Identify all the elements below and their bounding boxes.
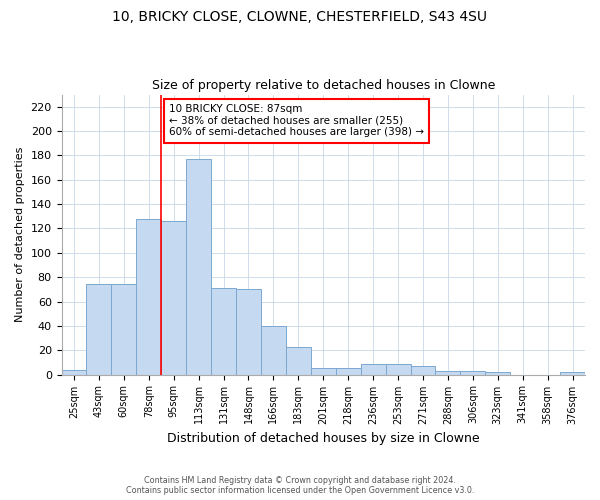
Bar [286,346,311,374]
Bar [311,368,336,374]
Bar [112,284,136,374]
Bar [136,218,161,374]
Bar [361,364,386,374]
Bar [436,371,460,374]
Bar [410,366,436,374]
Text: Contains HM Land Registry data © Crown copyright and database right 2024.
Contai: Contains HM Land Registry data © Crown c… [126,476,474,495]
Bar [336,368,361,374]
Bar [386,364,410,374]
Bar [186,159,211,374]
Bar [86,284,112,374]
Bar [211,288,236,374]
Bar [485,372,510,374]
Text: 10, BRICKY CLOSE, CLOWNE, CHESTERFIELD, S43 4SU: 10, BRICKY CLOSE, CLOWNE, CHESTERFIELD, … [113,10,487,24]
Bar [560,372,585,374]
Text: 10 BRICKY CLOSE: 87sqm
← 38% of detached houses are smaller (255)
60% of semi-de: 10 BRICKY CLOSE: 87sqm ← 38% of detached… [169,104,424,138]
X-axis label: Distribution of detached houses by size in Clowne: Distribution of detached houses by size … [167,432,479,445]
Y-axis label: Number of detached properties: Number of detached properties [15,147,25,322]
Bar [261,326,286,374]
Title: Size of property relative to detached houses in Clowne: Size of property relative to detached ho… [152,79,495,92]
Bar [161,221,186,374]
Bar [460,371,485,374]
Bar [236,290,261,374]
Bar [62,370,86,374]
